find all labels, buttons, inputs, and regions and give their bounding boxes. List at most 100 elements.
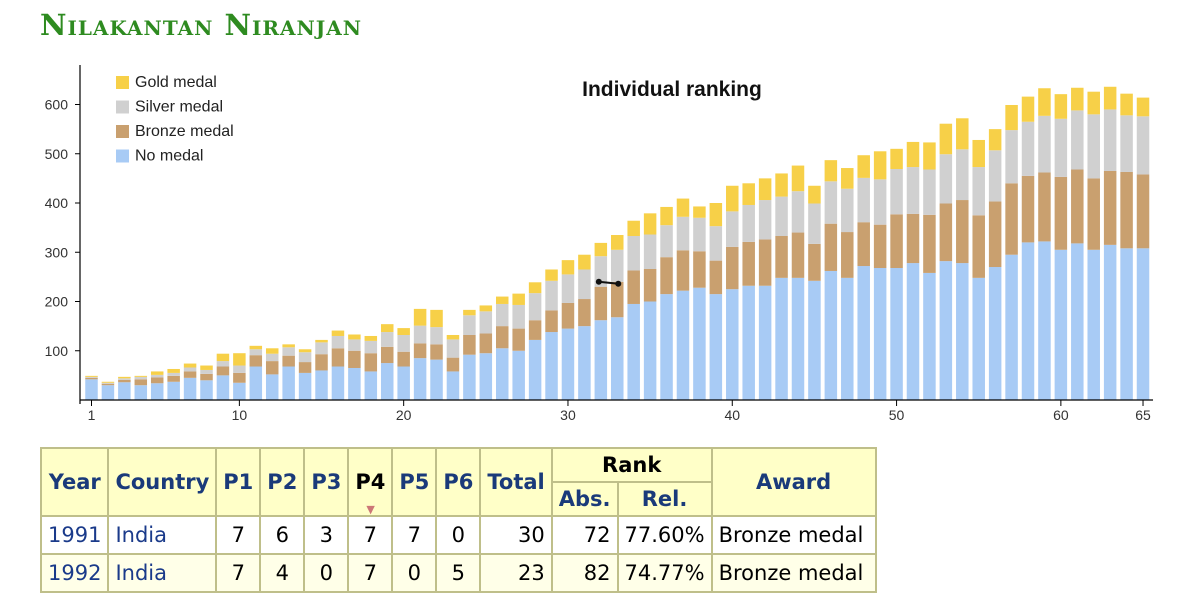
bar-segment: [413, 343, 427, 359]
bar-segment: [85, 377, 98, 380]
bar-segment: [923, 214, 936, 273]
country-link[interactable]: India: [107, 553, 218, 593]
bar-segment: [1087, 249, 1100, 400]
bar-segment: [249, 366, 263, 400]
bar-segment: [479, 311, 493, 334]
bar-segment: [479, 305, 493, 312]
bar-segment: [200, 365, 213, 370]
bar-segment: [348, 367, 361, 400]
y-tick-label: 300: [45, 244, 69, 260]
bar-segment: [364, 335, 378, 341]
bar-segment: [627, 235, 640, 271]
bar-segment: [643, 234, 657, 269]
award-cell: Bronze medal: [710, 515, 877, 555]
country-link[interactable]: India: [107, 515, 218, 555]
bar-segment: [824, 223, 838, 271]
x-tick-label: 1: [88, 407, 96, 423]
bar-segment: [873, 151, 887, 180]
col-header-country[interactable]: Country: [107, 447, 218, 517]
bar-segment: [824, 270, 838, 400]
col-header-year[interactable]: Year: [39, 447, 110, 517]
bar-segment: [348, 339, 361, 351]
bar-segment: [676, 290, 690, 400]
bar-segment: [282, 347, 295, 356]
col-header-p4[interactable]: P4 ▼: [347, 447, 394, 517]
bar-segment: [1120, 248, 1133, 400]
year-link[interactable]: 1991: [39, 515, 110, 555]
bar-segment: [167, 368, 180, 373]
bar-segment: [528, 293, 542, 321]
bar-segment: [1071, 169, 1084, 244]
bar-segment: [758, 178, 772, 201]
bar-segment: [611, 281, 624, 318]
col-header-rank-rel[interactable]: Rel.: [616, 481, 713, 517]
p3-cell: 3: [303, 515, 350, 555]
bar-segment: [413, 325, 427, 344]
bar-segment: [463, 334, 476, 355]
ranking-chart-svg: 100 200 300 400 500 600 1 10 20 30 40 50 60 65 Individ…: [45, 65, 1154, 423]
rank-abs-cell: 72: [550, 515, 619, 555]
bar-segment: [709, 294, 723, 400]
bar-segment: [775, 173, 788, 197]
bar-segment: [808, 203, 821, 244]
bar-segment: [397, 366, 410, 400]
year-link[interactable]: 1992: [39, 553, 110, 593]
bar-segment: [298, 372, 312, 400]
bar-segment: [1054, 249, 1068, 400]
col-header-p4-label: P4: [355, 470, 386, 494]
bar-segment: [101, 381, 115, 383]
bar-segment: [118, 379, 131, 383]
bar-segment: [939, 203, 953, 262]
bar-segment: [561, 260, 575, 275]
bar-segment: [906, 167, 920, 214]
bar-segment: [808, 280, 821, 400]
col-header-p2[interactable]: P2: [259, 447, 306, 517]
p6-cell: 0: [435, 515, 482, 555]
col-header-p3[interactable]: P3: [303, 447, 350, 517]
bar-segment: [775, 277, 788, 400]
bar-segment: [972, 277, 985, 400]
bar-segment: [1038, 115, 1051, 173]
bar-segment: [890, 268, 903, 400]
bar-segment: [496, 303, 509, 327]
col-header-rank: Rank: [550, 447, 713, 483]
legend-label: Gold medal: [135, 74, 217, 91]
p2-cell: 6: [259, 515, 306, 555]
bar-segment: [150, 374, 164, 378]
bar-segment: [249, 355, 263, 367]
bar-segment: [216, 361, 230, 367]
col-header-award[interactable]: Award: [710, 447, 877, 517]
rank-marker-dot: [615, 280, 622, 287]
bar-segment: [216, 375, 230, 400]
col-header-p6[interactable]: P6: [435, 447, 482, 517]
table-row: 1991 India 7 6 3 7 7 0 30 72 77.60% Bron…: [39, 515, 877, 555]
bar-segment: [988, 150, 1002, 202]
bar-segment: [315, 342, 328, 355]
col-header-p5[interactable]: P5: [391, 447, 438, 517]
bar-segment: [1038, 172, 1051, 242]
bar-segment: [808, 243, 821, 281]
bar-segment: [643, 301, 657, 400]
col-header-total[interactable]: Total: [479, 447, 553, 517]
col-header-p1[interactable]: P1: [215, 447, 262, 517]
bar-segment: [331, 330, 345, 336]
bar-segment: [183, 367, 197, 372]
bar-segment: [380, 363, 394, 400]
bar-segment: [331, 348, 345, 367]
bar-segment: [923, 169, 936, 215]
bar-segment: [150, 371, 164, 375]
bar-segment: [594, 242, 608, 257]
bar-segment: [791, 191, 805, 233]
bar-segment: [923, 272, 936, 400]
bar-segment: [118, 376, 131, 379]
y-tick-label: 500: [45, 146, 69, 162]
bar-segment: [857, 177, 870, 223]
col-header-rank-abs[interactable]: Abs.: [550, 481, 619, 517]
bar-segment: [200, 369, 213, 374]
bar-segment: [1120, 93, 1133, 116]
bar-segment: [331, 335, 345, 349]
bar-segment: [496, 348, 509, 400]
bar-segment: [331, 366, 345, 400]
bar-segment: [1071, 243, 1084, 400]
bar-segment: [364, 353, 378, 372]
